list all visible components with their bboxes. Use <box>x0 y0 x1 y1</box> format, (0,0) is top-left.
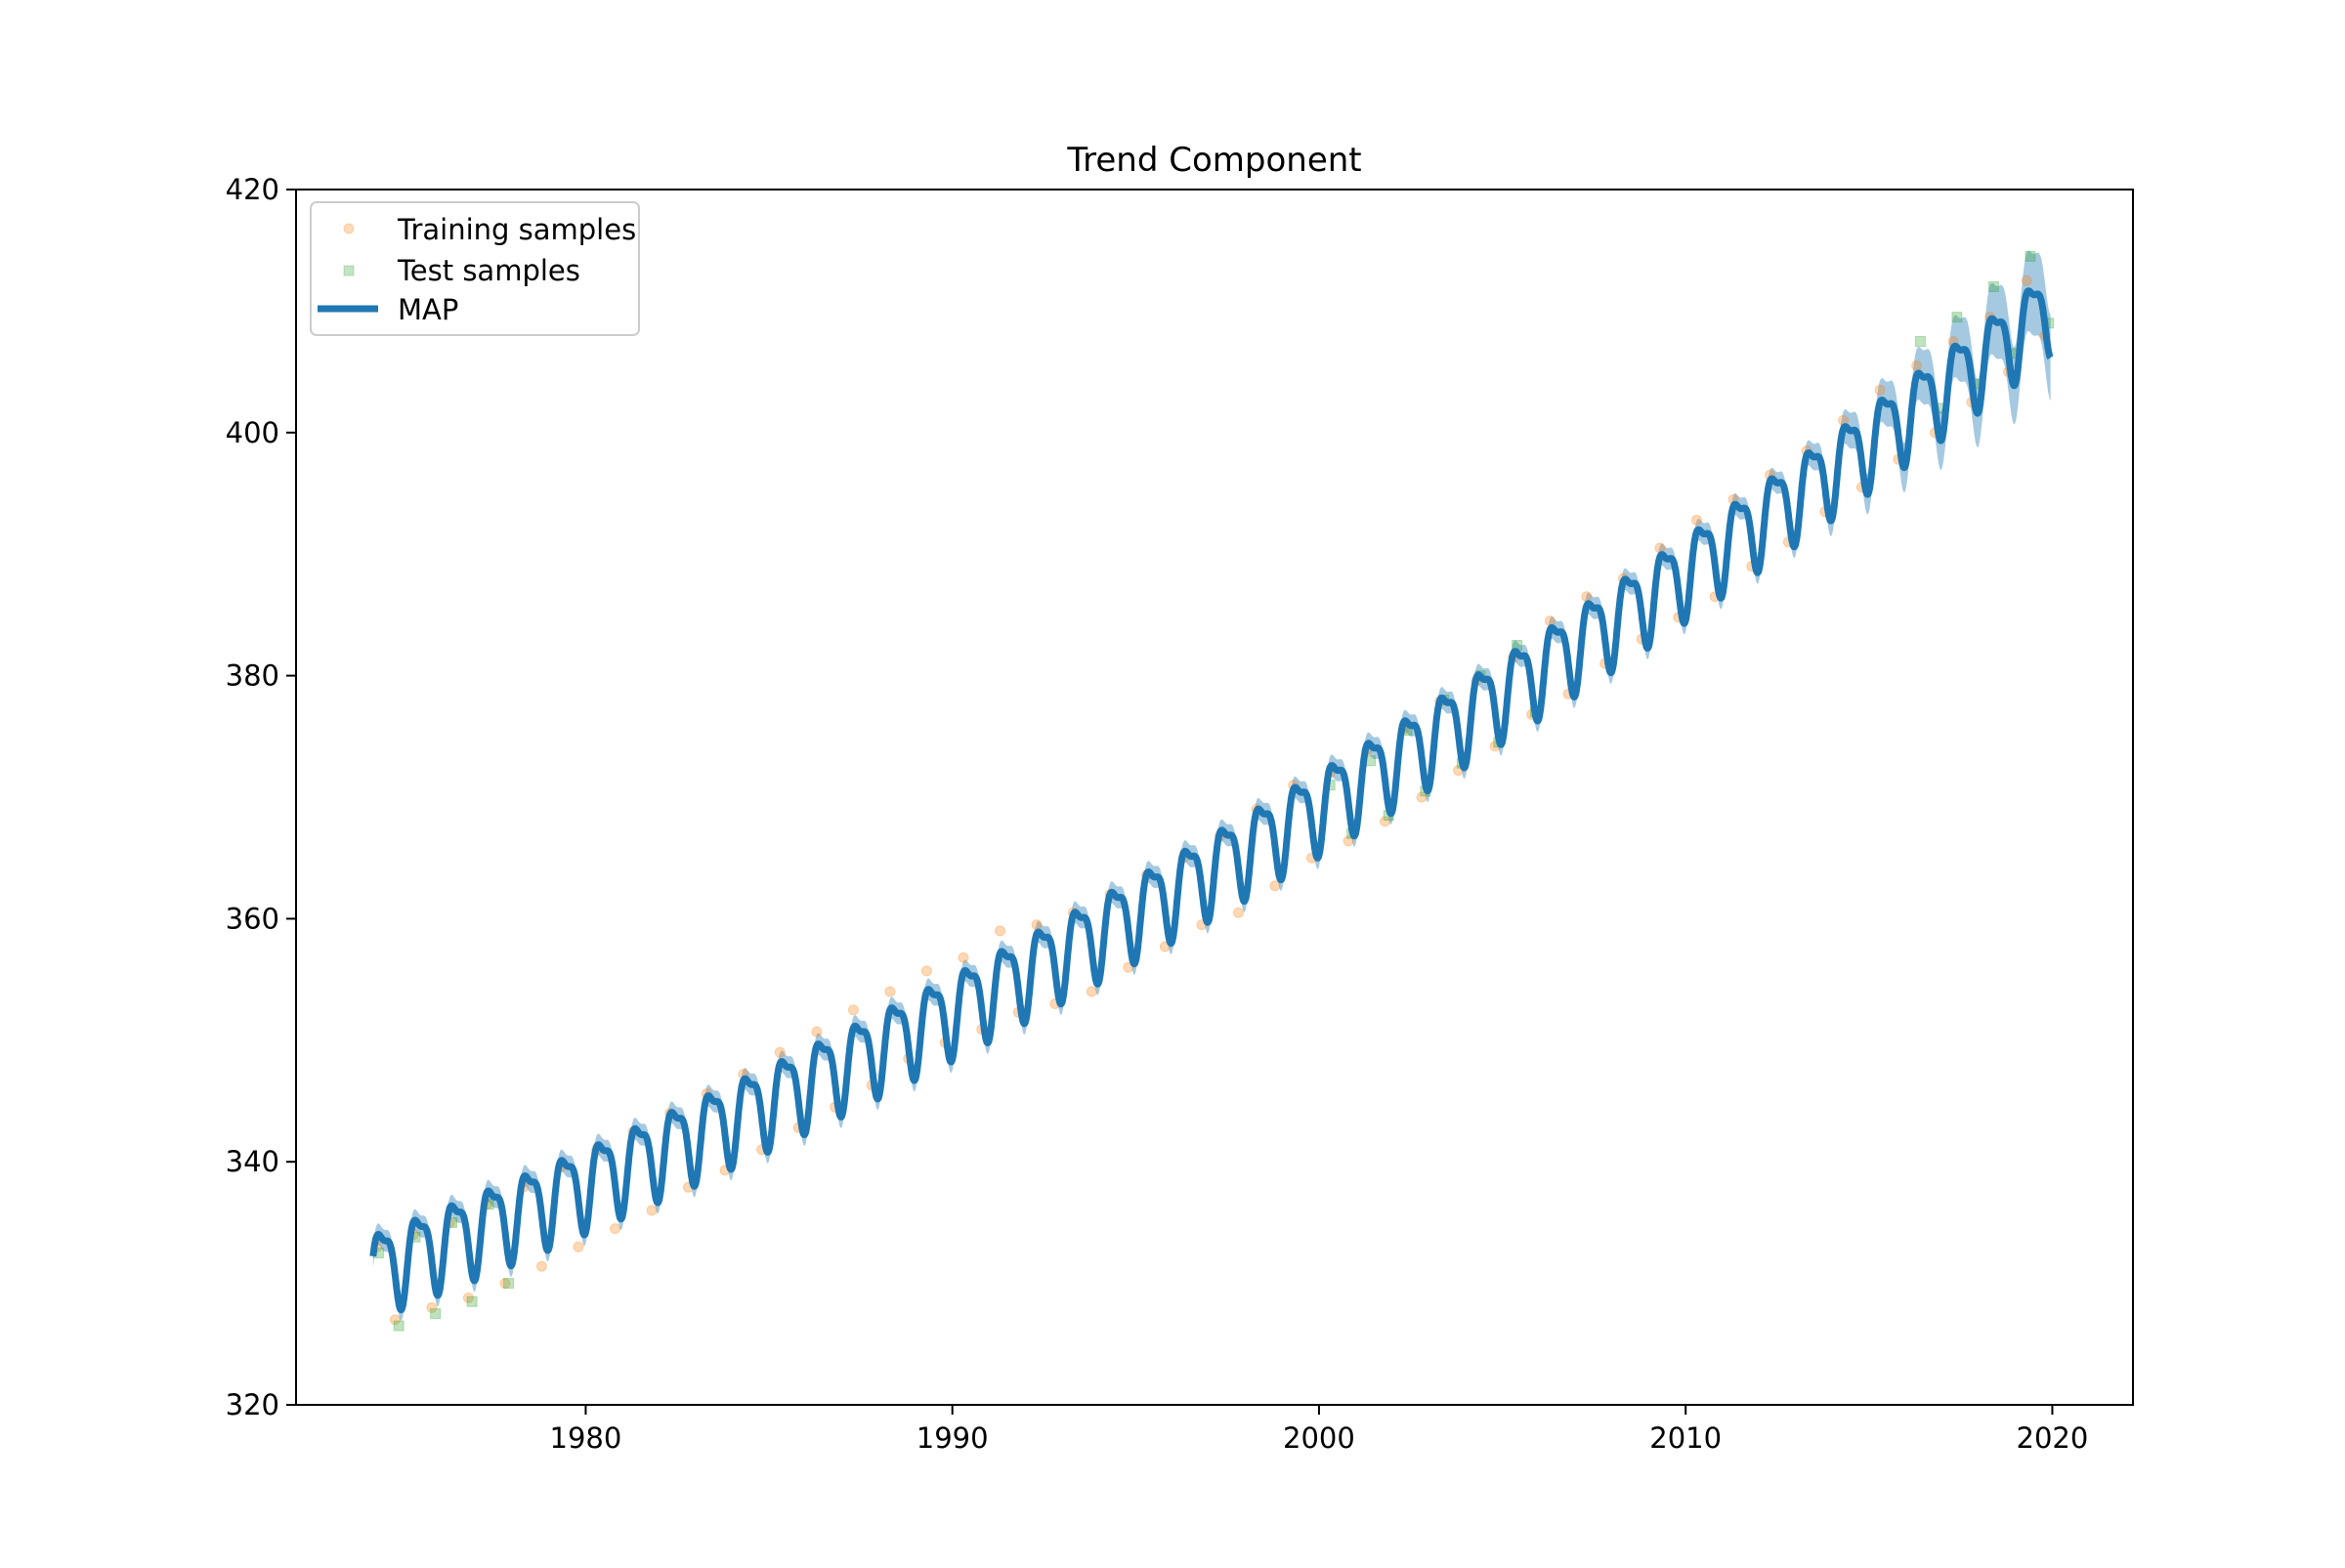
legend-test-marker <box>343 265 355 276</box>
test-sample-point <box>503 1278 515 1290</box>
training-sample-point <box>535 1260 547 1272</box>
training-sample-point <box>426 1302 438 1313</box>
training-sample-point <box>995 925 1005 937</box>
y-tick-label: 320 <box>226 1388 279 1421</box>
chart-title: Trend Component <box>1066 141 1361 180</box>
legend-test-label: Test samples <box>397 254 580 287</box>
y-axis-ticks: 320 340 360 380 400 420 <box>226 173 296 1421</box>
training-sample-point <box>646 1205 658 1216</box>
training-sample-point <box>1232 907 1244 918</box>
x-tick-label: 2000 <box>1283 1421 1355 1455</box>
training-sample-point <box>1380 816 1390 827</box>
y-tick-label: 340 <box>226 1145 279 1178</box>
training-sample-point <box>2021 275 2032 286</box>
training-sample-point <box>1269 880 1281 892</box>
training-sample-point <box>499 1278 511 1290</box>
training-sample-point <box>1544 615 1556 627</box>
training-sample-point <box>462 1293 474 1303</box>
legend: Training samples Test samples MAP <box>310 201 640 336</box>
map-line <box>369 287 2054 1314</box>
legend-training-label: Training samples <box>397 213 636 246</box>
x-tick-label: 1980 <box>550 1421 622 1455</box>
training-sample-point <box>1343 835 1354 847</box>
training-sample-point <box>1911 360 1923 371</box>
legend-map-label: MAP <box>398 293 458 326</box>
test-sample-point <box>2025 250 2036 262</box>
legend-training-marker <box>343 223 355 234</box>
x-tick-label: 1990 <box>917 1421 989 1455</box>
training-sample-point <box>1581 591 1593 603</box>
plot-area-frame <box>295 189 2134 1406</box>
training-sample-point <box>389 1314 401 1326</box>
training-sample-point <box>1416 791 1428 803</box>
y-tick-label: 420 <box>226 173 279 206</box>
x-tick-label: 2020 <box>2017 1421 2089 1455</box>
training-sample-point <box>610 1223 620 1235</box>
training-sample-point <box>1086 986 1097 997</box>
x-axis-ticks: 1980 1990 2000 2010 2020 <box>550 1405 2089 1455</box>
training-sample-point <box>774 1046 786 1058</box>
test-sample-point <box>466 1295 478 1307</box>
legend-frame <box>310 201 640 336</box>
training-sample-point <box>811 1026 823 1038</box>
training-sample-point <box>884 986 896 997</box>
test-sample-point <box>430 1308 442 1320</box>
test-sample-point <box>1987 281 1999 292</box>
training-sample-point <box>1874 384 1886 396</box>
y-tick-label: 380 <box>226 659 279 693</box>
map-line-layer <box>369 287 2054 1314</box>
x-tick-label: 2010 <box>1649 1421 1722 1455</box>
y-tick-label: 400 <box>226 416 279 449</box>
training-sample-point <box>847 1004 859 1016</box>
test-sample-point <box>1914 336 1926 347</box>
test-sample-point <box>393 1320 405 1332</box>
test-sample-point <box>1951 312 1963 323</box>
training-sample-point <box>1031 919 1043 931</box>
y-tick-label: 360 <box>226 902 279 935</box>
training-sample-point <box>573 1241 584 1252</box>
training-sample-point <box>958 952 969 963</box>
training-sample-point <box>920 965 932 977</box>
training-sample-point <box>1691 514 1702 526</box>
